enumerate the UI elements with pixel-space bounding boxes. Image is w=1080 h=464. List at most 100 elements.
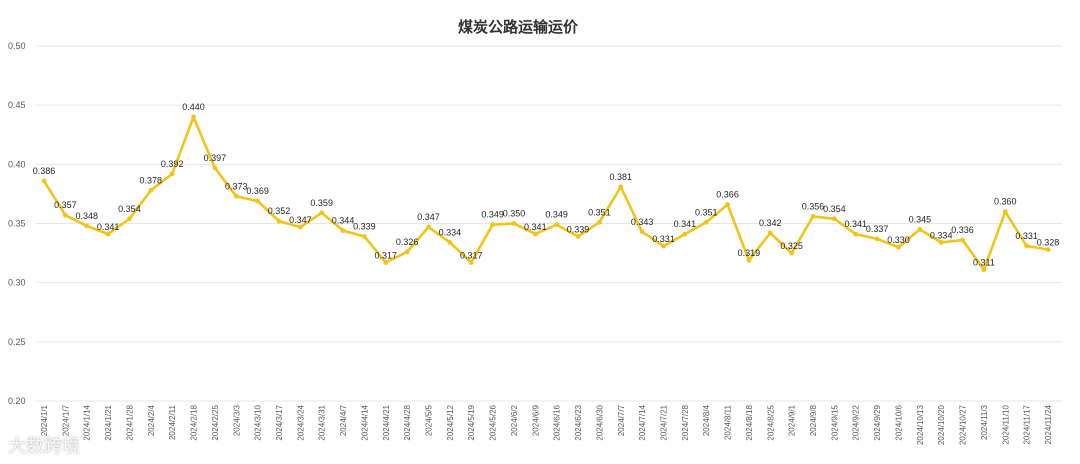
data-label: 0.373 <box>225 181 248 191</box>
data-point <box>127 216 132 222</box>
x-tick-label: 2024/1/7 <box>61 404 70 436</box>
y-tick-label: 0.25 <box>8 337 26 347</box>
data-label: 0.397 <box>204 153 227 163</box>
data-label: 0.366 <box>716 190 739 200</box>
data-point <box>276 218 282 224</box>
data-label: 0.357 <box>54 200 77 210</box>
data-point <box>468 260 474 265</box>
data-point <box>639 229 645 235</box>
x-tick-label: 2024/1/1 <box>40 404 49 436</box>
data-label: 0.369 <box>246 186 269 196</box>
data-label: 0.440 <box>182 102 205 112</box>
data-label: 0.341 <box>524 222 547 232</box>
x-tick-label: 2024/6/16 <box>553 404 562 440</box>
data-point <box>554 222 560 228</box>
data-point <box>490 222 495 228</box>
data-point <box>853 231 859 237</box>
x-tick-label: 2024/3/31 <box>318 404 327 440</box>
data-point <box>1002 209 1008 215</box>
data-point <box>917 227 923 232</box>
data-label: 0.351 <box>588 207 611 217</box>
data-point <box>426 224 431 230</box>
data-label: 0.345 <box>909 214 932 224</box>
x-tick-label: 2024/6/23 <box>574 404 583 440</box>
data-label: 0.342 <box>759 218 782 228</box>
data-point <box>212 165 218 171</box>
x-tick-label: 2024/7/14 <box>638 404 647 440</box>
x-tick-label: 2024/2/25 <box>211 404 220 440</box>
y-tick-label: 0.35 <box>8 219 26 229</box>
data-point <box>725 202 730 207</box>
y-tick-label: 0.40 <box>8 159 26 169</box>
data-point <box>511 221 517 226</box>
data-label: 0.360 <box>994 197 1017 207</box>
data-label: 0.337 <box>866 224 889 234</box>
data-point <box>810 214 816 219</box>
data-label: 0.351 <box>695 207 718 217</box>
data-label: 0.349 <box>481 210 504 220</box>
data-point <box>105 231 111 237</box>
data-point <box>84 223 90 229</box>
x-tick-label: 2024/9/15 <box>830 404 839 440</box>
x-tick-label: 2024/6/2 <box>510 404 519 436</box>
data-label: 0.341 <box>844 219 867 229</box>
x-tick-label: 2024/11/10 <box>1001 404 1010 444</box>
data-label: 0.325 <box>780 241 803 251</box>
x-tick-label: 2024/6/9 <box>531 404 540 436</box>
data-label: 0.317 <box>460 251 483 261</box>
x-tick-label: 2024/10/20 <box>937 404 946 445</box>
x-tick-label: 2024/3/3 <box>232 404 241 436</box>
data-label: 0.354 <box>118 204 141 214</box>
data-point <box>597 219 602 225</box>
x-tick-label: 2024/4/7 <box>339 404 348 436</box>
x-tick-label: 2024/4/14 <box>360 404 369 440</box>
x-tick-label: 2024/8/4 <box>702 404 711 436</box>
data-label: 0.334 <box>930 230 953 240</box>
data-label: 0.339 <box>567 225 590 235</box>
data-point <box>41 178 47 184</box>
data-point <box>191 114 196 120</box>
x-tick-label: 2024/3/17 <box>275 404 284 440</box>
data-point <box>618 184 624 190</box>
x-tick-label: 2024/9/22 <box>852 404 861 440</box>
x-tick-label: 2024/7/21 <box>659 404 668 440</box>
data-label: 0.349 <box>545 210 568 220</box>
x-tick-label: 2024/5/19 <box>467 404 476 440</box>
data-point <box>62 212 68 218</box>
x-tick-label: 2024/9/8 <box>809 404 818 436</box>
data-point <box>831 216 837 222</box>
data-point <box>233 193 239 199</box>
data-point <box>148 187 154 193</box>
x-tick-label: 2024/9/1 <box>788 404 797 436</box>
data-point <box>319 210 325 216</box>
x-tick-label: 2024/4/28 <box>403 404 412 440</box>
x-tick-label: 2024/8/18 <box>745 404 754 440</box>
data-point <box>447 240 453 245</box>
data-point <box>169 171 175 177</box>
x-tick-label: 2024/5/12 <box>446 404 455 440</box>
data-point <box>575 234 581 239</box>
data-point <box>896 244 901 250</box>
data-label: 0.381 <box>610 172 633 182</box>
data-label: 0.350 <box>503 209 526 219</box>
data-point <box>682 231 688 237</box>
y-tick-label: 0.50 <box>8 41 26 51</box>
x-tick-label: 2024/11/3 <box>980 404 989 440</box>
data-point <box>362 234 367 239</box>
data-point <box>960 237 965 243</box>
x-tick-label: 2024/7/7 <box>617 404 626 436</box>
data-label: 0.359 <box>310 198 333 208</box>
data-point <box>874 236 880 242</box>
x-tick-label: 2024/4/21 <box>382 404 391 440</box>
x-tick-label: 2024/3/24 <box>296 404 305 440</box>
y-tick-label: 0.45 <box>8 100 26 110</box>
data-label: 0.334 <box>439 227 462 237</box>
data-label: 0.311 <box>973 258 995 268</box>
data-label: 0.326 <box>396 237 419 247</box>
data-label: 0.339 <box>353 222 376 232</box>
data-point <box>661 243 666 249</box>
x-tick-label: 2024/2/4 <box>147 404 156 436</box>
data-point <box>703 219 709 225</box>
x-tick-label: 2024/2/18 <box>190 404 199 440</box>
x-tick-label: 2024/10/13 <box>916 404 925 445</box>
